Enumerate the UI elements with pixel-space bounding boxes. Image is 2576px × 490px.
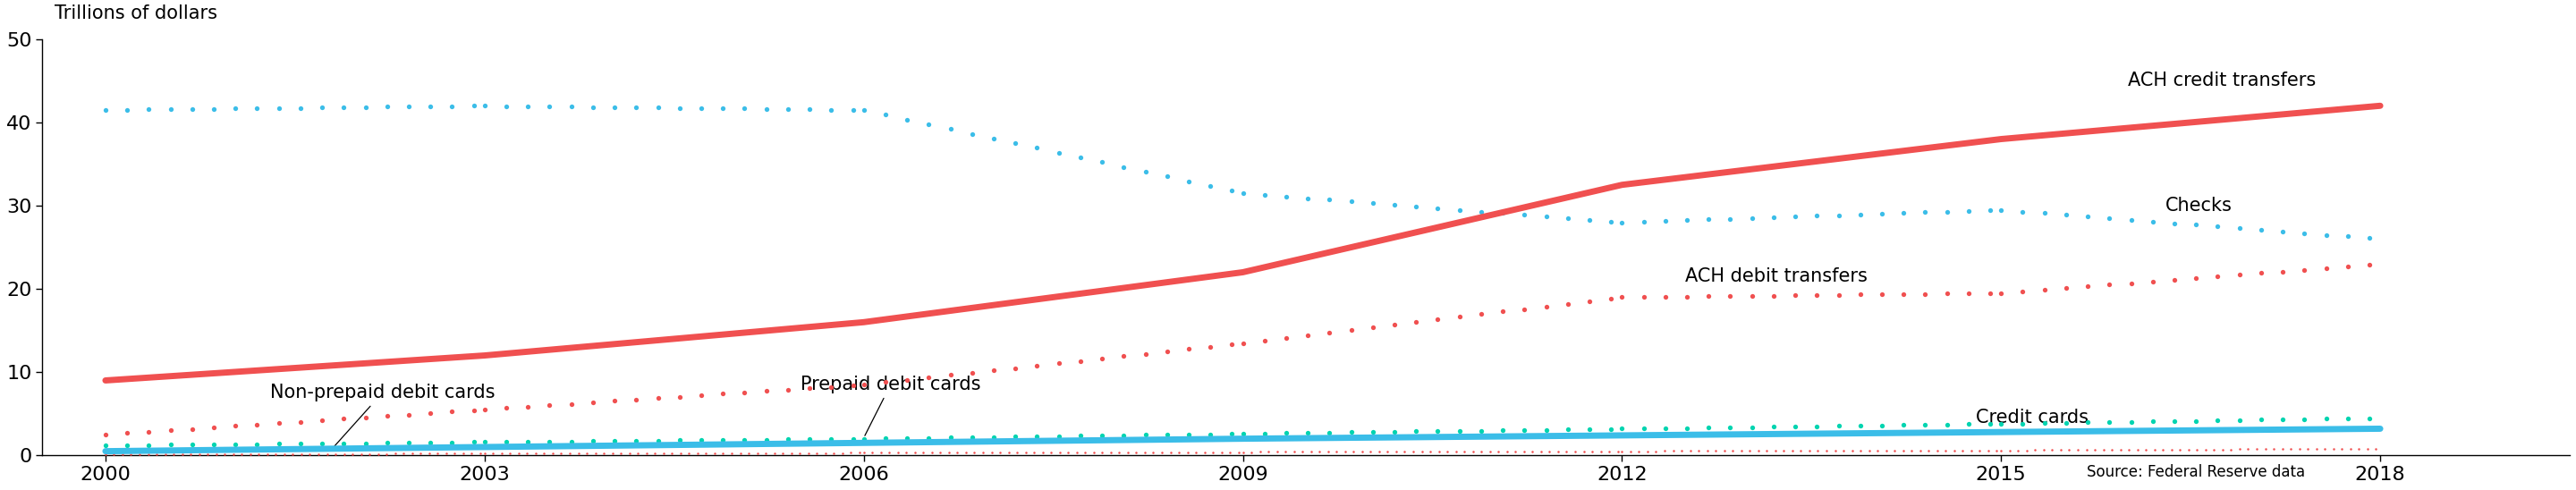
Text: Non-prepaid debit cards: Non-prepaid debit cards bbox=[270, 384, 495, 446]
Text: Checks: Checks bbox=[2166, 196, 2233, 215]
Text: Prepaid debit cards: Prepaid debit cards bbox=[801, 376, 981, 436]
Text: ACH credit transfers: ACH credit transfers bbox=[2128, 72, 2316, 90]
Text: Source: Federal Reserve data: Source: Federal Reserve data bbox=[2087, 464, 2306, 480]
Text: ACH debit transfers: ACH debit transfers bbox=[1685, 268, 1868, 285]
Text: Credit cards: Credit cards bbox=[1976, 409, 2089, 427]
Text: Trillions of dollars: Trillions of dollars bbox=[54, 4, 219, 23]
